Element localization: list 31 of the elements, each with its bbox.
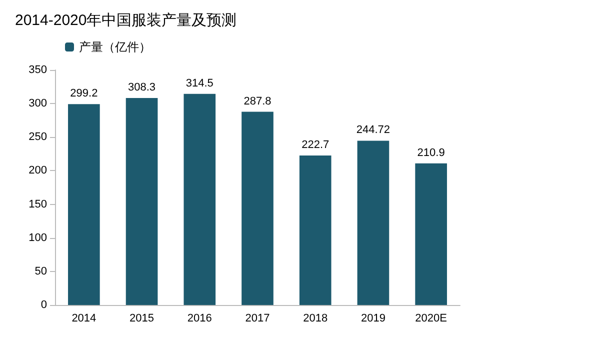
y-tick-label: 250 [28,131,47,144]
y-tick-label: 300 [28,98,47,110]
data-label: 308.3 [128,82,156,94]
bar [299,155,332,305]
data-label: 222.7 [302,138,330,151]
data-label: 287.8 [244,95,272,108]
y-tick-label: 0 [40,299,47,311]
legend-label: 产量（亿件） [79,40,151,54]
y-tick-label: 150 [28,198,47,210]
x-tick-label: 2014 [72,312,96,324]
y-tick-label: 200 [28,164,47,177]
x-tick-label: 2016 [187,312,212,324]
data-label: 299.2 [70,88,98,100]
data-label: 210.9 [417,146,445,159]
bar [68,104,100,305]
y-tick-label: 100 [28,232,47,244]
x-tick-label: 2018 [303,312,328,324]
y-tick-label: 350 [28,64,47,76]
data-label: 244.72 [356,124,390,136]
bar [184,94,216,305]
data-label: 314.5 [186,77,214,90]
x-tick-label: 2015 [130,312,154,324]
bar [126,98,158,305]
y-tick-label: 50 [34,265,47,278]
bar [357,140,390,305]
bar [415,163,447,305]
chart-title: 2014-2020年中国服装产量及预测 [15,12,237,29]
bar [242,112,274,305]
x-tick-label: 2020E [415,312,447,324]
x-tick-label: 2017 [245,312,270,324]
x-tick-label: 2019 [360,312,386,324]
